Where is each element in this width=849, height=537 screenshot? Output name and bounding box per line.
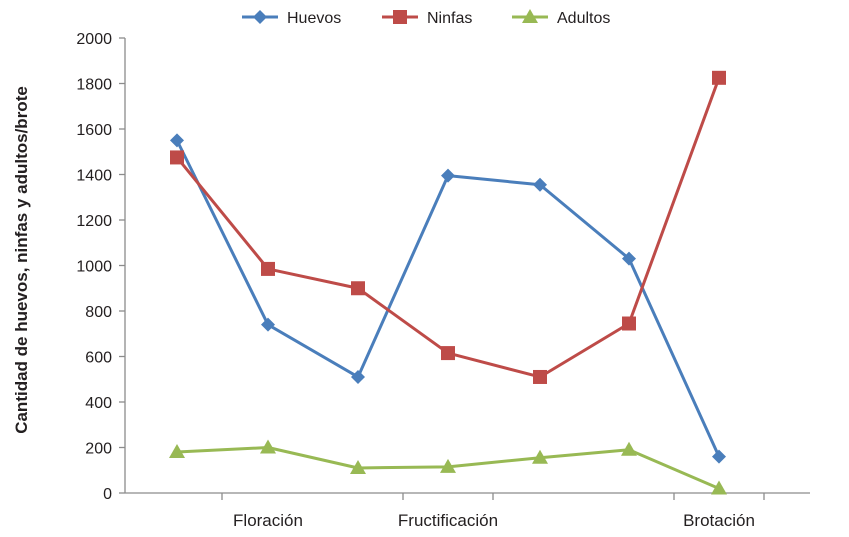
data-point — [440, 458, 456, 473]
y-axis-label: Cantidad de huevos, ninfas y adultos/bro… — [12, 86, 31, 434]
data-point — [712, 70, 726, 85]
legend-label: Adultos — [557, 10, 610, 27]
x-category-label: Brotación — [683, 511, 755, 530]
data-point — [350, 459, 366, 474]
y-tick-label: 0 — [103, 486, 112, 503]
legend-marker — [253, 10, 267, 24]
data-point — [622, 251, 636, 266]
legend-item: Adultos — [512, 9, 610, 27]
data-point — [441, 168, 455, 183]
data-point — [260, 439, 276, 454]
legend: Huevos Ninfas Adultos — [242, 9, 610, 27]
data-point — [169, 444, 185, 459]
y-tick-label: 1600 — [76, 122, 112, 139]
y-tick-label: 1000 — [76, 259, 112, 276]
y-tick-label: 800 — [85, 304, 112, 321]
data-point — [261, 317, 275, 332]
y-tick-label: 600 — [85, 350, 112, 367]
legend-label: Huevos — [287, 10, 341, 27]
legend-item: Huevos — [242, 10, 341, 27]
data-point — [533, 177, 547, 192]
data-point — [170, 133, 184, 148]
x-category-label: Floración — [233, 511, 303, 530]
data-point — [532, 449, 548, 464]
legend-marker — [522, 9, 538, 23]
data-point — [351, 369, 365, 384]
data-point — [711, 480, 727, 495]
legend-marker — [393, 10, 407, 24]
series-adultos — [169, 439, 727, 495]
data-point — [261, 261, 275, 276]
data-point — [441, 346, 455, 361]
legend-item: Ninfas — [382, 10, 472, 27]
x-category-label: Fructificación — [398, 511, 498, 530]
series-line — [175, 77, 721, 379]
data-point — [351, 281, 365, 296]
series-layer — [169, 70, 727, 495]
y-tick-label: 400 — [85, 395, 112, 412]
data-point — [622, 316, 636, 331]
data-point — [712, 449, 726, 464]
series-ninfas — [170, 70, 726, 384]
axes: 0 200 400 600 800 1000 1200 1400 1600 1800 2000 Flo… — [76, 31, 810, 530]
data-point — [170, 150, 184, 165]
y-tick-label: 1400 — [76, 168, 112, 185]
y-tick-label: 1200 — [76, 213, 112, 230]
data-point — [533, 369, 547, 384]
y-tick-label: 2000 — [76, 31, 112, 48]
y-tick-label: 1800 — [76, 77, 112, 94]
series-huevos — [170, 133, 726, 464]
data-point — [621, 441, 637, 456]
legend-label: Ninfas — [427, 10, 472, 27]
y-tick-label: 200 — [85, 441, 112, 458]
